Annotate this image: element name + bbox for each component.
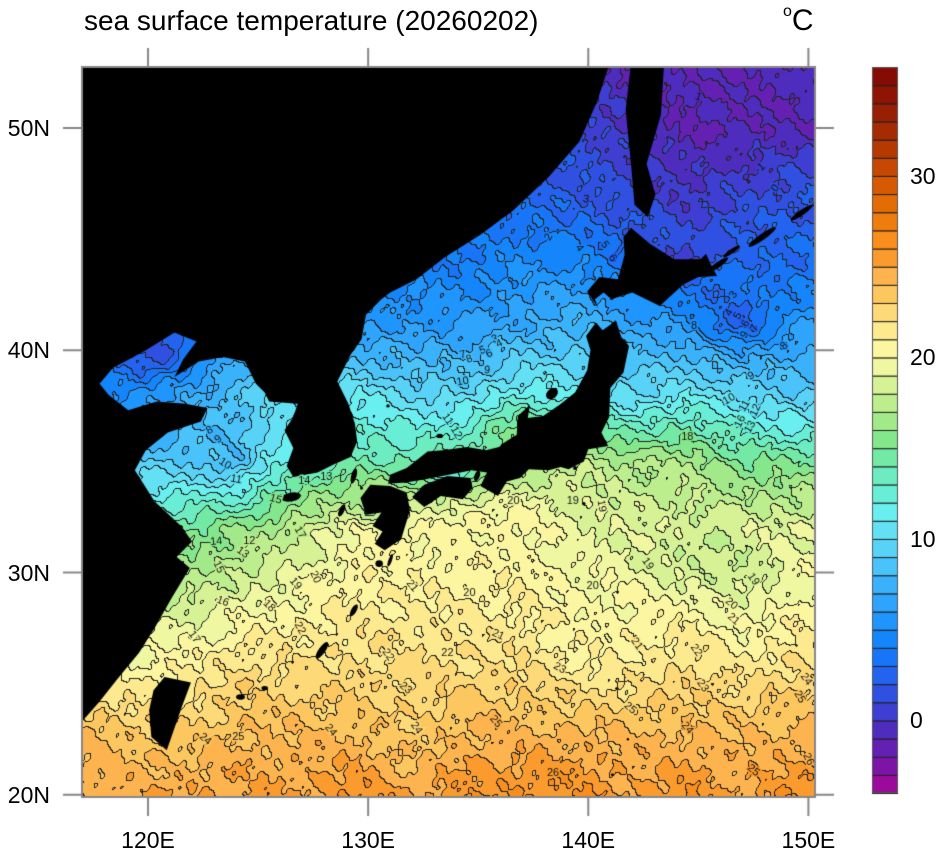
chart-title: sea surface temperature (20260202): [84, 5, 539, 36]
units-letter: C: [791, 4, 814, 37]
units-label: oC: [783, 3, 814, 38]
units-superscript: o: [783, 3, 792, 20]
